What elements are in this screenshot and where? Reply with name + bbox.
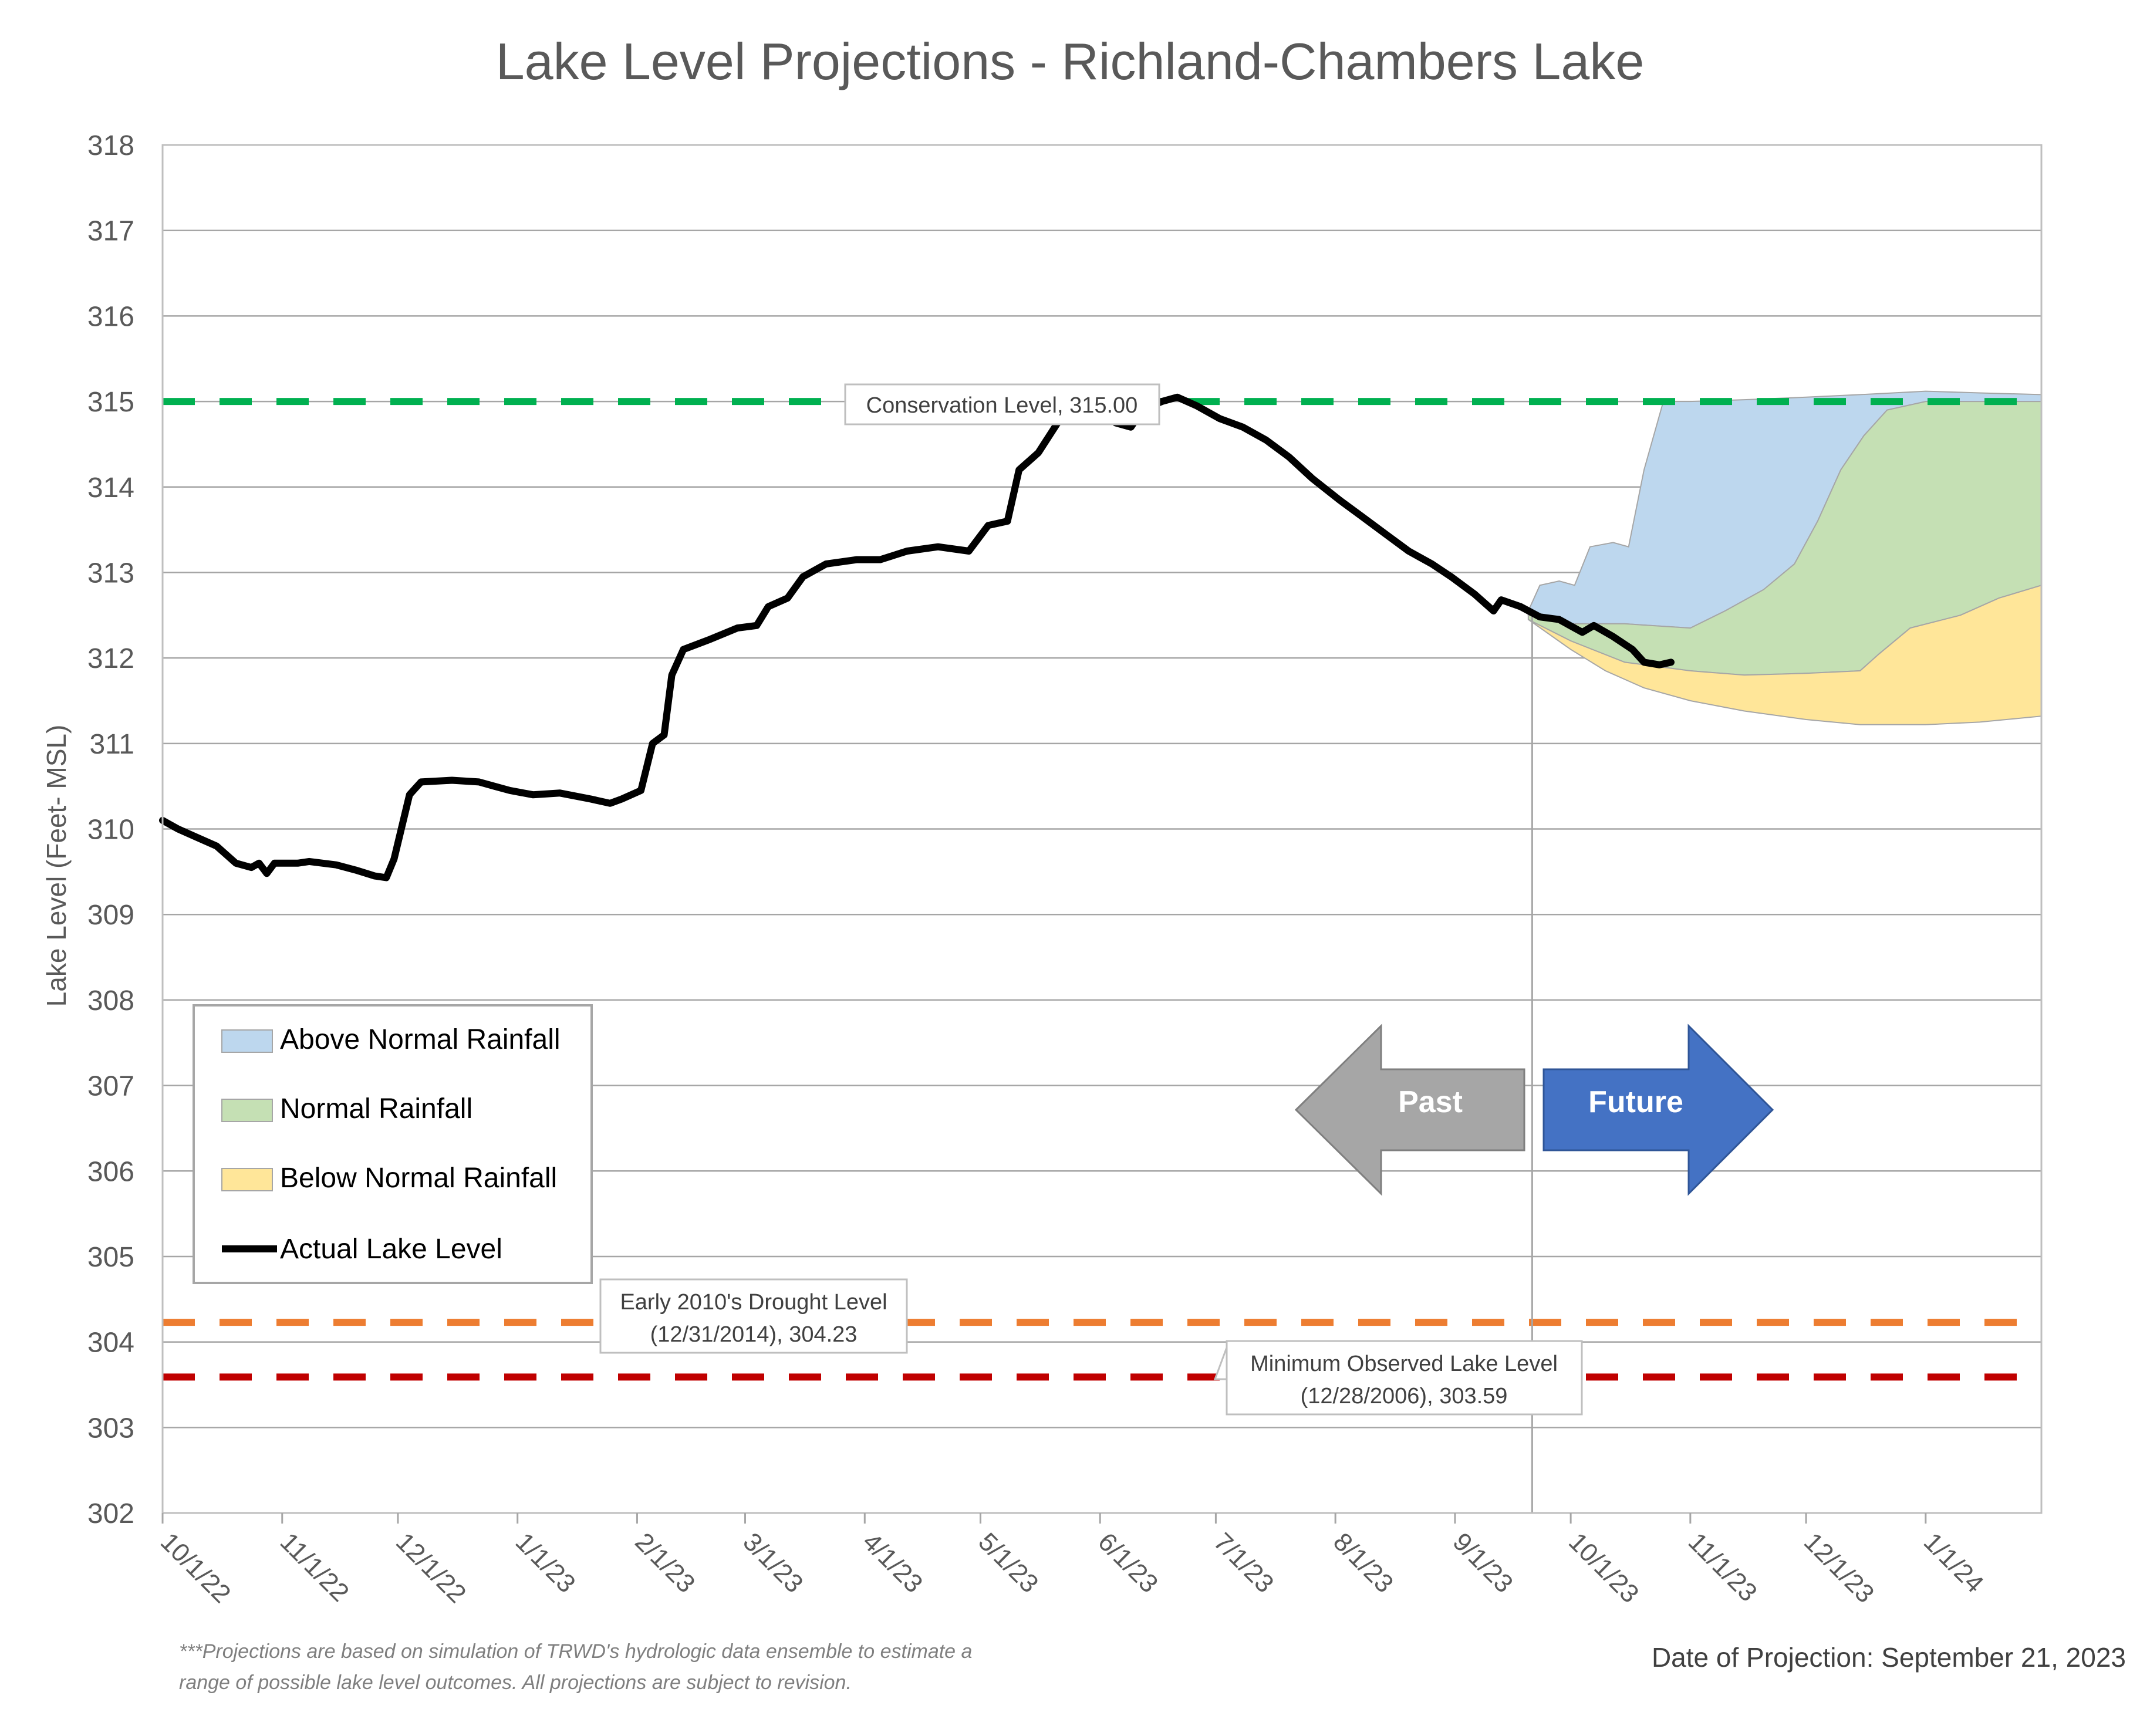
legend-swatch-below-normal bbox=[221, 1168, 273, 1191]
reference-label-line: (12/28/2006), 303.59 bbox=[1301, 1384, 1508, 1409]
reference-label-line: Conservation Level, 315.00 bbox=[866, 393, 1138, 418]
future-arrow: Future bbox=[1542, 1024, 1774, 1196]
legend-label-actual: Actual Lake Level bbox=[280, 1234, 502, 1265]
legend-label-normal: Normal Rainfall bbox=[280, 1093, 472, 1124]
footnote-line-2: range of possible lake level outcomes. A… bbox=[179, 1671, 852, 1694]
conservation-level-callout: Conservation Level, 315.00 bbox=[844, 383, 1160, 425]
reference-label-line: Minimum Observed Lake Level bbox=[1250, 1352, 1558, 1376]
y-tick-label: 302 bbox=[87, 1498, 134, 1529]
past-label: Past bbox=[1398, 1085, 1463, 1119]
legend-label-above-normal: Above Normal Rainfall bbox=[280, 1024, 561, 1055]
reference-label-line: Early 2010's Drought Level bbox=[620, 1290, 887, 1315]
y-tick-label: 311 bbox=[89, 729, 134, 760]
y-tick-label: 305 bbox=[87, 1242, 134, 1273]
y-axis: 302 303 304 305 306 307 308 309 310 311 312 313 314 3… bbox=[87, 130, 134, 1529]
chart-title: Lake Level Projections - Richland-Chambe… bbox=[496, 32, 1645, 90]
drought-level-callout: Early 2010's Drought Level (12/31/2014), … bbox=[599, 1278, 908, 1354]
future-label: Future bbox=[1588, 1085, 1683, 1119]
reference-label-line: (12/31/2014), 304.23 bbox=[650, 1322, 858, 1347]
y-tick-label: 313 bbox=[87, 558, 134, 589]
actual-lake-level-line bbox=[159, 393, 1675, 881]
drought-level-label: Early 2010's Drought Level (12/31/2014), … bbox=[620, 1290, 887, 1347]
y-tick-label: 303 bbox=[87, 1413, 134, 1444]
y-tick-label: 312 bbox=[87, 643, 134, 674]
conservation-level-label: Conservation Level, 315.00 bbox=[866, 393, 1138, 418]
y-tick-label: 309 bbox=[87, 900, 134, 931]
minimum-level-callout: Minimum Observed Lake Level (12/28/2006),… bbox=[1213, 1340, 1583, 1416]
y-tick-label: 314 bbox=[87, 472, 134, 504]
legend-swatch-normal bbox=[221, 1099, 273, 1122]
y-tick-label: 315 bbox=[87, 387, 134, 418]
y-tick-label: 316 bbox=[87, 301, 134, 332]
legend-swatch-above-normal bbox=[221, 1029, 273, 1053]
projection-date-text: Date of Projection: September 21, 2023 bbox=[1652, 1642, 2126, 1673]
legend: Above Normal Rainfall Normal Rainfall Be… bbox=[193, 1004, 593, 1284]
footnote-line-1: ***Projections are based on simulation o… bbox=[179, 1640, 972, 1663]
y-tick-label: 317 bbox=[87, 216, 134, 247]
y-tick-label: 307 bbox=[87, 1071, 134, 1102]
y-tick-label: 306 bbox=[87, 1156, 134, 1187]
y-tick-label: 308 bbox=[87, 985, 134, 1016]
y-axis-label: Lake Level (Feet- MSL) bbox=[41, 725, 72, 1007]
legend-label-below-normal: Below Normal Rainfall bbox=[280, 1163, 557, 1194]
y-tick-label: 318 bbox=[87, 130, 134, 161]
y-tick-label: 304 bbox=[87, 1328, 134, 1359]
y-tick-label: 310 bbox=[87, 815, 134, 846]
minimum-level-label: Minimum Observed Lake Level (12/28/2006),… bbox=[1250, 1352, 1558, 1409]
actual-lake-level-series bbox=[159, 393, 1675, 881]
past-arrow: Past bbox=[1294, 1024, 1525, 1196]
plot-area bbox=[161, 144, 2043, 1514]
